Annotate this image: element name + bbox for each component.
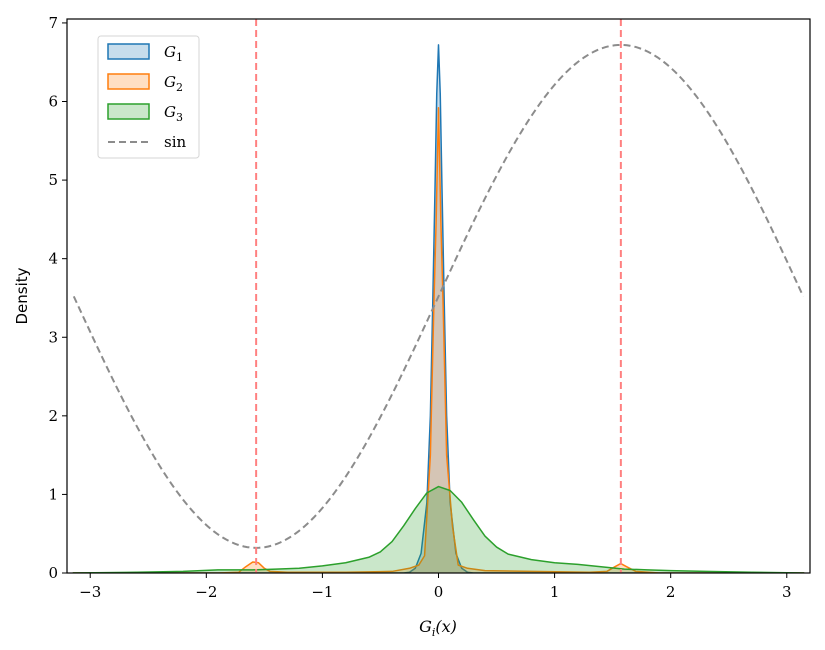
series-3-area [72,486,805,573]
vline-layer [255,19,622,573]
x-axis: −3 −2 −1 0 1 2 3 [79,573,792,601]
legend-label-2: G2 [164,73,183,94]
y-axis: 0 1 2 3 4 5 6 7 [48,14,67,582]
legend-frame [97,35,200,159]
x-tick-label: −1 [311,583,333,601]
series-3-line [72,485,805,573]
legend-label-4: sin [164,133,186,151]
series-2-area [72,107,805,573]
x-axis-label: Gi(x) [419,617,457,639]
series-1-area [72,44,805,573]
sin-curve [72,43,805,549]
series-2-line [72,107,805,573]
legend-swatch-3 [107,103,150,120]
y-tick-label: 0 [48,564,58,582]
y-tick-label: 1 [48,485,58,503]
legend-swatch-2 [107,73,150,90]
legend: G1 G2 G3 sin [97,35,200,159]
series-layer [72,43,805,573]
y-tick-label: 3 [48,328,58,346]
legend-label-3: G3 [164,103,183,124]
x-tick-label: −2 [195,583,217,601]
x-tick-label: 3 [782,583,792,601]
x-tick-label: 1 [550,583,560,601]
legend-label-1: G1 [164,43,183,64]
y-tick-label: 7 [48,14,58,32]
y-axis-label: Density [13,267,31,324]
y-tick-label: 5 [48,171,58,189]
x-tick-label: 0 [434,583,444,601]
y-tick-label: 4 [48,250,58,268]
legend-swatch-1 [107,43,150,60]
x-tick-label: 2 [666,583,676,601]
y-tick-label: 6 [48,93,58,111]
y-tick-label: 2 [48,407,58,425]
series-1-line [72,44,805,573]
x-tick-label: −3 [79,583,101,601]
